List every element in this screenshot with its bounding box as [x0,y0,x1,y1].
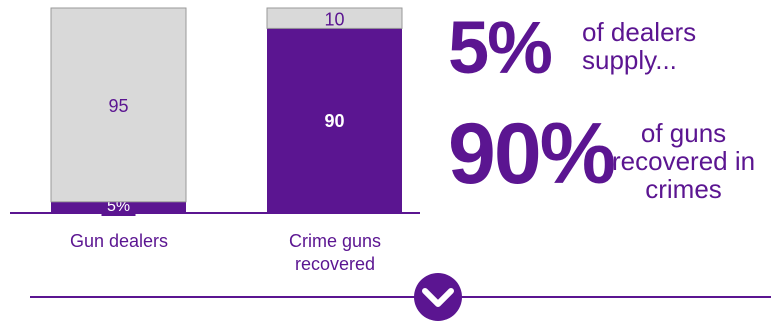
bar-segment-1-1 [266,7,403,29]
stat-value-dealers: 5% [448,6,553,89]
bar-value-label-0-1: 95 [108,96,128,116]
bar-segment-0-1 [50,7,187,203]
stat-value-guns: 90% [448,106,616,202]
bar-segment-1-0 [267,28,402,213]
stat-text-dealers: of dealers supply... [582,17,697,75]
bar-value-label-1-1: 10 [324,9,344,29]
section-divider [30,296,771,298]
category-label-gun-dealers: Gun dealers [69,231,169,251]
chevron-down-icon [422,288,454,307]
bar-value-label-1-0: 90 [324,111,344,131]
stat-text-guns: of guns recovered in crimes [612,118,756,204]
category-label-crime-guns: Crime guns recovered [288,231,382,274]
scroll-down-button[interactable] [414,273,462,321]
